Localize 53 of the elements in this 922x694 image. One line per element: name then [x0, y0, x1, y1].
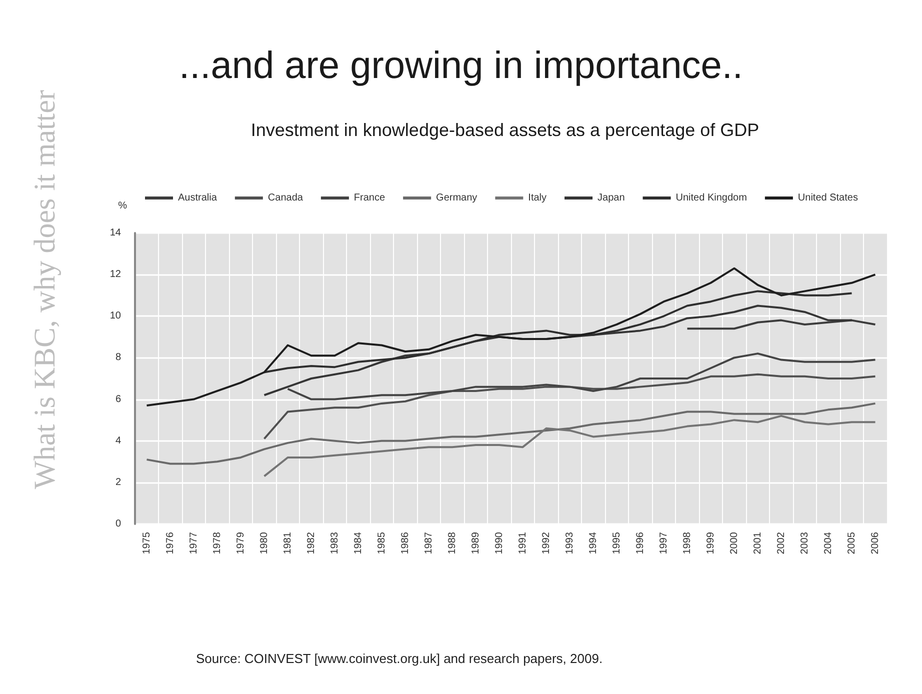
x-tick-label: 1982 — [306, 532, 317, 554]
y-tick-label: 0 — [115, 518, 122, 530]
x-tick-label: 2004 — [822, 532, 834, 554]
x-tick-label: 1996 — [634, 532, 646, 554]
x-tick-label: 1986 — [400, 532, 411, 554]
legend-label: United States — [798, 192, 858, 204]
y-tick-label: 2 — [115, 476, 122, 488]
y-tick-label: 4 — [115, 435, 122, 446]
y-axis-title: % — [118, 200, 128, 212]
x-tick-label: 1993 — [564, 532, 576, 554]
x-tick-label: 2000 — [728, 532, 740, 554]
x-tick-label: 2006 — [870, 532, 881, 554]
x-tick-label: 1983 — [329, 532, 340, 554]
x-tick-label: 2003 — [799, 532, 810, 554]
x-tick-label: 1975 — [141, 532, 152, 554]
x-tick-label: 2005 — [846, 532, 858, 554]
x-tick-label: 1999 — [705, 532, 716, 554]
legend-label: United Kingdom — [676, 192, 747, 204]
legend-label: Germany — [436, 192, 478, 204]
legend-label: Australia — [178, 192, 218, 204]
legend-label: Italy — [528, 192, 547, 204]
x-tick-label: 1995 — [611, 532, 622, 554]
y-tick-label: 10 — [110, 310, 122, 322]
y-tick-label: 12 — [110, 269, 122, 280]
legend-label: Canada — [268, 192, 304, 204]
x-tick-label: 1985 — [376, 532, 388, 554]
x-tick-label: 1998 — [682, 532, 693, 554]
legend-label: Japan — [598, 192, 625, 204]
x-tick-label: 1981 — [282, 532, 294, 554]
x-tick-label: 1984 — [352, 532, 364, 554]
x-tick-label: 1977 — [188, 532, 200, 554]
x-tick-label: 2002 — [776, 532, 787, 554]
x-tick-label: 1990 — [494, 532, 505, 554]
x-tick-label: 1989 — [470, 532, 482, 554]
x-tick-label: 1976 — [164, 532, 176, 554]
x-tick-label: 1979 — [235, 532, 246, 554]
y-tick-label: 8 — [115, 352, 122, 364]
x-tick-label: 1991 — [517, 532, 528, 554]
source-note: Source: COINVEST [www.coinvest.org.uk] and research papers, 2009. — [196, 651, 603, 666]
x-tick-label: 1994 — [588, 532, 599, 554]
x-tick-label: 1978 — [212, 532, 223, 554]
x-tick-label: 1980 — [258, 532, 270, 554]
y-tick-label: 14 — [110, 228, 122, 238]
x-tick-label: 2001 — [752, 532, 764, 554]
chart-subtitle: Investment in knowledge-based assets as a percentage of GDP — [250, 120, 760, 140]
chart-title: ...and are growing in importance.. — [179, 45, 743, 87]
x-tick-label: 1997 — [658, 532, 670, 554]
x-tick-label: 1992 — [540, 532, 552, 554]
y-tick-label: 6 — [115, 394, 122, 405]
text: What is KBC, why does it matter — [28, 90, 62, 490]
x-tick-label: 1987 — [423, 532, 434, 554]
legend-label: France — [354, 192, 386, 204]
x-tick-label: 1988 — [446, 532, 458, 554]
